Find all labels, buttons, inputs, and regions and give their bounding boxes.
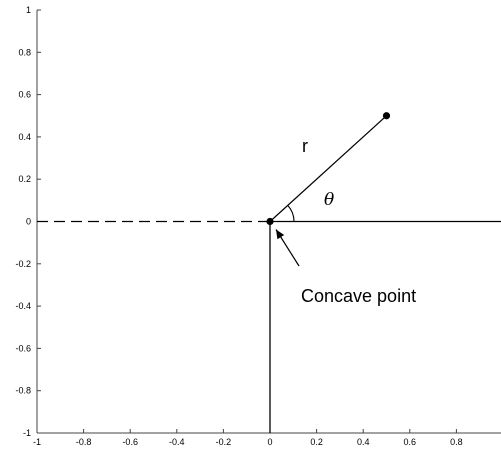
x-tick-label: -0.6	[122, 437, 138, 447]
y-tick-label: 0.2	[18, 174, 31, 184]
x-ticks: -1 -0.8 -0.6 -0.4 -0.2 0 0.2 0.4 0.6 0.8	[33, 429, 463, 447]
arrow-head	[276, 229, 285, 240]
y-tick-label: 1	[26, 5, 31, 15]
x-tick-label: 0.8	[450, 437, 463, 447]
concave-point-marker	[266, 217, 274, 226]
y-tick-label: -0.6	[15, 343, 31, 353]
x-tick-label: 0.6	[404, 437, 417, 447]
x-tick-label: -0.4	[169, 437, 185, 447]
x-tick-label: -1	[33, 437, 41, 447]
geometry	[37, 112, 501, 433]
theta-label: θ	[324, 190, 334, 210]
y-ticks: 1 0.8 0.6 0.4 0.2 0 -0.2 -0.4 -0.6 -0.8 -1	[15, 5, 41, 438]
y-tick-label: 0.4	[18, 132, 31, 142]
y-tick-label: -0.8	[15, 386, 31, 396]
y-tick-label: 0.8	[18, 47, 31, 57]
end-point-marker	[382, 112, 391, 120]
x-tick-label: 0.2	[310, 437, 323, 447]
y-tick-label: -0.4	[15, 301, 31, 311]
y-tick-label: -0.2	[15, 259, 31, 269]
x-tick-label: 0	[267, 437, 272, 447]
x-tick-label: 0.4	[357, 437, 370, 447]
y-tick-label: 0	[26, 217, 31, 227]
r-label: r	[302, 136, 308, 156]
r-segment	[269, 115, 387, 222]
x-tick-label: -0.2	[216, 437, 232, 447]
y-tick-label: -1	[23, 428, 31, 438]
concave-point-label: Concave point	[301, 286, 416, 306]
y-tick-label: 0.6	[18, 90, 31, 100]
theta-arc	[287, 205, 295, 222]
x-tick-label: -0.8	[76, 437, 92, 447]
